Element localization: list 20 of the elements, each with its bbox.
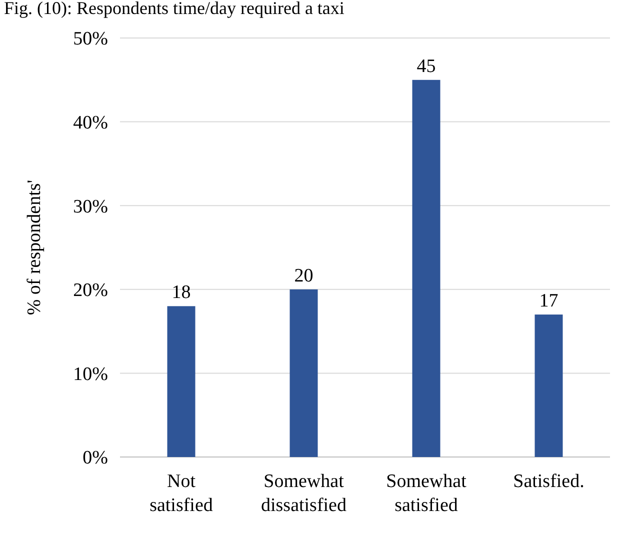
y-tick-label: 10% (73, 364, 108, 385)
x-tick-label: Not satisfied (150, 471, 214, 516)
data-label: 45 (416, 56, 436, 77)
data-label: 17 (539, 290, 558, 312)
bar (534, 314, 563, 457)
y-tick-label: 20% (73, 280, 108, 302)
y-tick-label: 0% (82, 448, 108, 469)
x-tick-label: Somewhat satisfied (386, 471, 468, 516)
y-tick-label: 40% (73, 112, 108, 134)
x-tick-label: Satisfied. (513, 471, 584, 492)
bar (167, 306, 196, 457)
bar (290, 289, 318, 457)
chart-title: Fig. (10): Respondents time/day required a taxi (4, 0, 344, 18)
y-axis-title: % of respondents' (24, 180, 45, 316)
y-tick-label: 50% (73, 28, 108, 50)
x-tick-label: Somewhat dissatisfied (261, 471, 347, 516)
y-tick-label: 30% (73, 196, 108, 218)
data-label: 20 (294, 265, 314, 286)
data-label: 18 (172, 282, 191, 304)
bar (412, 80, 440, 457)
